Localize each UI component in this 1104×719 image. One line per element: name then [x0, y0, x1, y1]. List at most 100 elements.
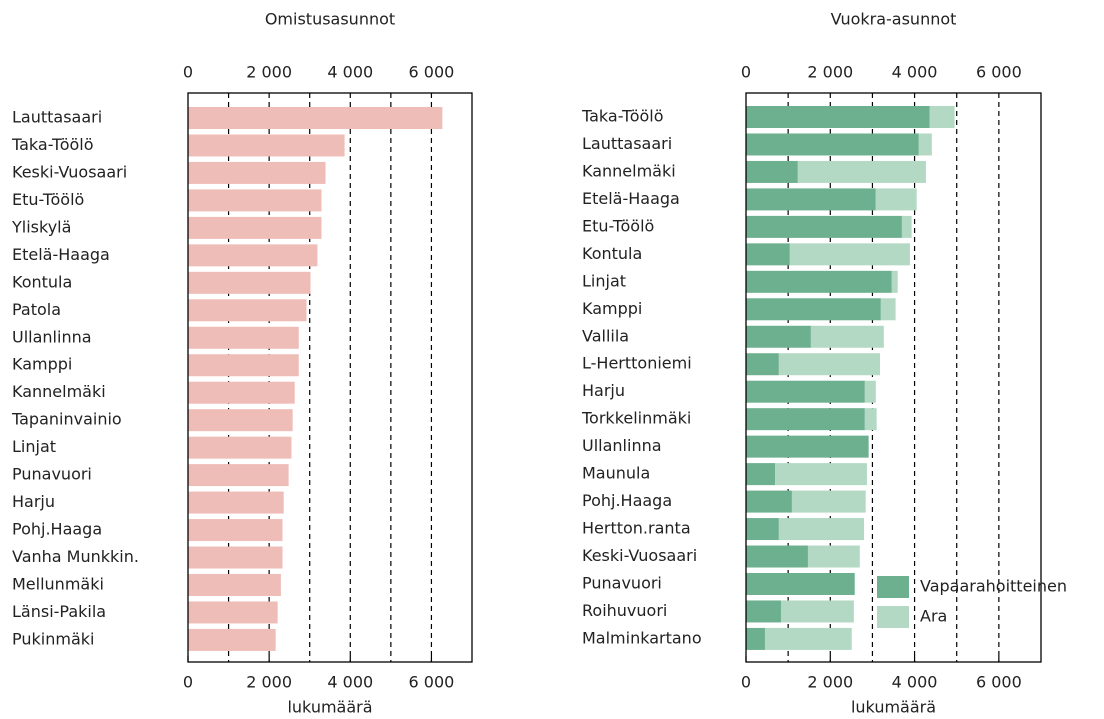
bar-segment [746, 160, 798, 183]
category-label: Pukinmäki [12, 629, 94, 648]
category-label: Etu-Töölö [582, 216, 654, 235]
category-label: Länsi-Pakila [12, 602, 106, 621]
bar-segment [746, 353, 779, 376]
bar-segment [864, 380, 876, 403]
x-tick-label: 6 000 [976, 673, 1022, 692]
bar-segment [746, 298, 881, 321]
bar [188, 189, 322, 212]
bar [188, 491, 284, 514]
bar-segment [807, 545, 860, 568]
bar-segment [778, 518, 864, 541]
category-label: Keski-Vuosaari [12, 162, 127, 181]
bar-segment [780, 600, 854, 623]
category-label: Patola [12, 300, 61, 319]
x-tick-label: 2 000 [807, 673, 853, 692]
plot-frame [745, 92, 1042, 663]
category-label: Yliskylä [11, 217, 71, 236]
bar [188, 464, 289, 487]
category-label: Tapaninvainio [11, 410, 122, 429]
category-label: Etelä-Haaga [582, 189, 680, 208]
bar [188, 107, 443, 129]
chart-title: Vuokra-asunnot [831, 10, 957, 29]
bar [188, 381, 295, 404]
bar-segment [746, 627, 765, 650]
category-label: Ullanlinna [12, 327, 92, 346]
category-label: Lauttasaari [582, 134, 672, 153]
bar [188, 573, 281, 596]
category-label: Pohj.Haaga [582, 491, 672, 510]
bar-segment [746, 572, 855, 595]
category-label: Keski-Vuosaari [582, 546, 697, 565]
bar-segment [891, 270, 898, 293]
category-label: Punavuori [12, 465, 92, 484]
x-tick-label: 0 [741, 673, 751, 692]
category-label: Hertton.ranta [582, 519, 691, 538]
category-label: Kamppi [582, 299, 642, 318]
legend-swatch [877, 606, 909, 628]
x-tick-label: 6 000 [976, 63, 1022, 82]
bar-segment [746, 325, 811, 348]
category-label: Kontula [582, 244, 642, 263]
bar-segment [746, 270, 892, 293]
bar [188, 299, 307, 322]
x-tick-label: 2 000 [807, 63, 853, 82]
category-label: Taka-Töölö [11, 135, 94, 154]
x-tick-label: 4 000 [892, 63, 938, 82]
category-label: L-Herttoniemi [582, 354, 692, 373]
category-label: Mellunmäki [12, 574, 104, 593]
bar-segment [797, 160, 926, 183]
category-label: Vallila [582, 326, 629, 345]
bar-segment [791, 490, 866, 513]
bar-segment [778, 353, 881, 376]
bar [188, 546, 283, 569]
bar [188, 628, 276, 651]
bar [188, 519, 283, 542]
bar-segment [746, 380, 865, 403]
legend-swatch [877, 576, 909, 598]
bar-segment [746, 463, 776, 486]
x-tick-label: 0 [741, 63, 751, 82]
x-tick-label: 6 000 [409, 63, 455, 82]
legend-label: Ara [920, 607, 947, 626]
bar-segment [775, 463, 867, 486]
category-label: Maunula [582, 464, 650, 483]
category-label: Harju [582, 381, 625, 400]
category-label: Etelä-Haaga [12, 245, 110, 264]
x-tick-label: 6 000 [409, 673, 455, 692]
bar-segment [746, 545, 808, 568]
category-label: Linjat [12, 437, 56, 456]
bar-segment [789, 243, 910, 266]
chart-title: Omistusasunnot [265, 10, 395, 29]
x-tick-label: 2 000 [246, 673, 292, 692]
bar [188, 326, 299, 349]
category-label: Kannelmäki [582, 161, 676, 180]
x-tick-label: 4 000 [327, 673, 373, 692]
category-label: Kannelmäki [12, 382, 106, 401]
bar-segment [746, 133, 919, 156]
bar [188, 271, 311, 294]
bar-segment [918, 133, 932, 156]
bar [188, 216, 322, 239]
plot-frame [187, 92, 473, 663]
bar [188, 409, 293, 432]
bar [188, 134, 345, 157]
bar-segment [746, 188, 876, 211]
bar [188, 244, 318, 267]
bar-segment [746, 215, 902, 238]
x-tick-label: 2 000 [246, 63, 292, 82]
category-label: Kontula [12, 272, 72, 291]
x-tick-label: 0 [183, 63, 193, 82]
bar-segment [746, 106, 930, 128]
x-tick-label: 4 000 [892, 673, 938, 692]
bar-segment [746, 243, 790, 266]
bar [188, 436, 292, 459]
legend-label: Vapaarahoitteinen [920, 577, 1067, 596]
category-label: Linjat [582, 271, 626, 290]
bar-segment [764, 627, 852, 650]
bar [188, 601, 278, 624]
category-label: Taka-Töölö [581, 107, 664, 126]
category-label: Harju [12, 492, 55, 511]
category-label: Ullanlinna [582, 436, 662, 455]
bar [188, 161, 326, 184]
